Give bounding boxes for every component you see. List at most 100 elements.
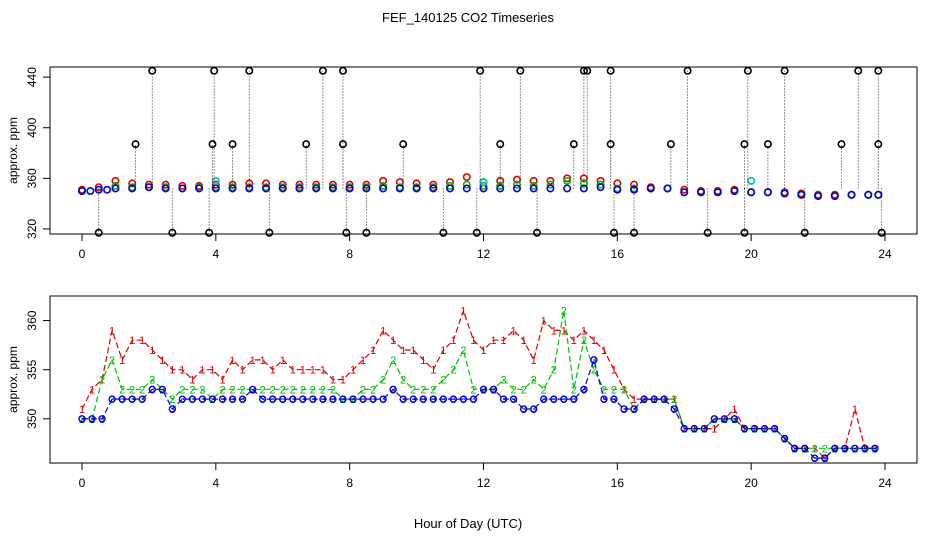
point-label: 2 bbox=[360, 384, 366, 396]
point-label: 3 bbox=[511, 394, 517, 406]
point-label: 3 bbox=[501, 394, 507, 406]
point-label: 1 bbox=[751, 424, 757, 436]
point-label: 3 bbox=[420, 394, 426, 406]
point-label: 2 bbox=[551, 365, 557, 377]
data-point bbox=[780, 189, 789, 198]
data-point bbox=[429, 184, 438, 193]
data-point bbox=[496, 181, 505, 190]
data-point bbox=[329, 395, 337, 403]
data-point bbox=[600, 395, 608, 403]
point-label: 3 bbox=[521, 404, 527, 416]
point-label: 1 bbox=[631, 394, 637, 406]
series-line bbox=[82, 357, 875, 459]
point-label: 1 bbox=[872, 443, 878, 455]
data-point bbox=[780, 66, 789, 75]
data-point bbox=[439, 228, 448, 237]
point-label: 1 bbox=[209, 365, 215, 377]
data-point bbox=[496, 176, 505, 185]
point-label: 1 bbox=[531, 355, 537, 367]
point-label: 3 bbox=[240, 394, 246, 406]
data-point bbox=[743, 66, 752, 75]
point-label: 3 bbox=[731, 414, 737, 426]
data-point bbox=[509, 395, 518, 403]
point-label: 1 bbox=[129, 335, 135, 347]
point-label: 2 bbox=[782, 433, 788, 445]
point-label: 3 bbox=[219, 394, 225, 406]
point-label: 1 bbox=[460, 306, 466, 318]
data-point bbox=[449, 395, 458, 403]
point-label: 1 bbox=[671, 394, 677, 406]
x-tick-label: 20 bbox=[744, 247, 758, 261]
data-point bbox=[620, 405, 628, 413]
chart-title: FEF_140125 CO2 Timeseries bbox=[382, 10, 554, 25]
point-label: 1 bbox=[199, 365, 205, 377]
data-point bbox=[138, 395, 146, 403]
y-tick-label: 360 bbox=[25, 168, 39, 188]
data-point bbox=[720, 415, 729, 423]
data-point bbox=[195, 184, 204, 193]
point-label: 2 bbox=[169, 394, 175, 406]
data-point bbox=[94, 185, 103, 194]
data-point bbox=[680, 185, 689, 194]
data-point bbox=[596, 183, 605, 192]
data-point bbox=[750, 424, 759, 433]
data-point bbox=[131, 140, 140, 149]
point-label: 3 bbox=[159, 384, 165, 396]
point-label: 2 bbox=[571, 384, 577, 396]
point-label: 1 bbox=[711, 424, 717, 436]
point-label: 3 bbox=[872, 443, 878, 455]
point-label: 2 bbox=[320, 384, 326, 396]
point-label: 3 bbox=[741, 424, 747, 436]
point-label: 3 bbox=[490, 384, 496, 396]
point-label: 3 bbox=[711, 414, 717, 426]
data-point bbox=[730, 415, 739, 423]
data-point bbox=[148, 66, 157, 75]
data-point bbox=[178, 184, 187, 193]
point-label: 2 bbox=[591, 365, 597, 377]
point-label: 2 bbox=[260, 384, 266, 396]
data-point bbox=[529, 181, 538, 190]
point-label: 3 bbox=[169, 404, 175, 416]
data-point bbox=[245, 66, 254, 75]
point-label: 1 bbox=[812, 443, 818, 455]
point-label: 2 bbox=[460, 345, 466, 357]
data-point bbox=[710, 415, 719, 423]
point-label: 1 bbox=[240, 365, 246, 377]
data-point bbox=[338, 140, 347, 149]
point-label: 1 bbox=[802, 443, 808, 455]
point-label: 3 bbox=[129, 394, 135, 406]
point-label: 1 bbox=[541, 316, 547, 328]
data-point bbox=[563, 174, 572, 183]
point-label: 1 bbox=[380, 325, 386, 337]
point-label: 3 bbox=[792, 443, 798, 455]
point-label: 3 bbox=[772, 424, 778, 436]
data-point bbox=[338, 66, 347, 75]
point-label: 2 bbox=[681, 424, 687, 436]
data-point bbox=[590, 356, 598, 364]
point-label: 2 bbox=[450, 365, 456, 377]
data-point bbox=[198, 395, 207, 403]
x-tick-label: 24 bbox=[878, 247, 892, 261]
point-label: 3 bbox=[280, 394, 286, 406]
data-point bbox=[359, 395, 367, 403]
data-point bbox=[516, 66, 525, 75]
point-label: 2 bbox=[701, 424, 707, 436]
data-point bbox=[439, 395, 448, 403]
point-label: 3 bbox=[350, 394, 356, 406]
data-point bbox=[479, 181, 488, 190]
point-label: 3 bbox=[440, 394, 446, 406]
data-point bbox=[630, 185, 639, 194]
data-point bbox=[519, 405, 528, 413]
data-point bbox=[258, 395, 267, 403]
point-label: 2 bbox=[822, 443, 828, 455]
point-label: 2 bbox=[631, 404, 637, 416]
point-label: 2 bbox=[370, 384, 376, 396]
data-point bbox=[613, 185, 622, 194]
point-label: 1 bbox=[119, 355, 125, 367]
point-label: 2 bbox=[470, 384, 476, 396]
point-label: 3 bbox=[199, 394, 205, 406]
data-point bbox=[278, 180, 287, 189]
data-point bbox=[630, 405, 638, 413]
data-point bbox=[278, 184, 287, 193]
